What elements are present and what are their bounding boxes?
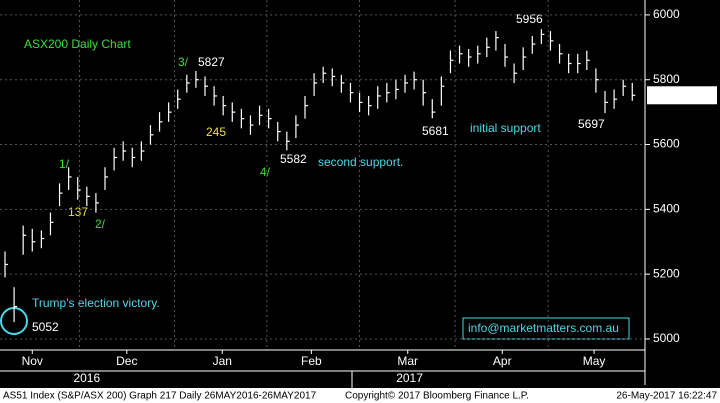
chart-title: ASX200 Daily Chart	[24, 37, 131, 51]
y-tick-label: 5400	[653, 202, 680, 216]
x-tick-label: May	[583, 354, 606, 368]
annotation: 5827	[198, 55, 225, 69]
footer-bar	[0, 388, 720, 403]
y-tick-label: 5800	[653, 72, 680, 86]
x-tick-label: Mar	[397, 354, 418, 368]
footer-text: AS51 Index (S&P/ASX 200) Graph 217 Daily…	[3, 391, 317, 402]
annotation: 245	[206, 125, 226, 139]
annotation: 3/	[178, 55, 189, 69]
year-label: 2017	[396, 371, 423, 385]
annotation: 137	[68, 205, 88, 219]
x-tick-label: Jan	[213, 354, 232, 368]
annotation: 2/	[95, 217, 106, 231]
y-tick-label: 6000	[653, 7, 680, 21]
annotation: 1/	[59, 157, 70, 171]
annotation: second support.	[318, 155, 403, 169]
x-tick-label: Dec	[116, 354, 137, 368]
year-label: 2016	[73, 371, 100, 385]
annotation: 5681	[422, 124, 449, 138]
annotation: 5052	[32, 320, 59, 334]
x-tick-label: Feb	[301, 354, 322, 368]
annotation: 5697	[578, 117, 605, 131]
y-tick-label: 5000	[653, 331, 680, 345]
annotation: 5956	[516, 12, 543, 26]
footer-text: Copyright© 2017 Bloomberg Finance L.P.	[345, 391, 529, 402]
y-tick-label: 5200	[653, 266, 680, 280]
annotation: 4/	[260, 165, 271, 179]
x-tick-label: Apr	[493, 354, 512, 368]
annotation: 5582	[280, 152, 307, 166]
last-price-box	[647, 86, 717, 105]
footer-text: 26-May-2017 16:22:47	[616, 391, 717, 402]
annotation: initial support	[470, 121, 541, 135]
x-tick-label: Nov	[22, 354, 43, 368]
y-tick-label: 5600	[653, 137, 680, 151]
last-price-label: 5751.7002	[652, 87, 709, 101]
annotation: Trump's election victory.	[32, 296, 160, 310]
email: info@marketmatters.com.au	[468, 321, 619, 335]
